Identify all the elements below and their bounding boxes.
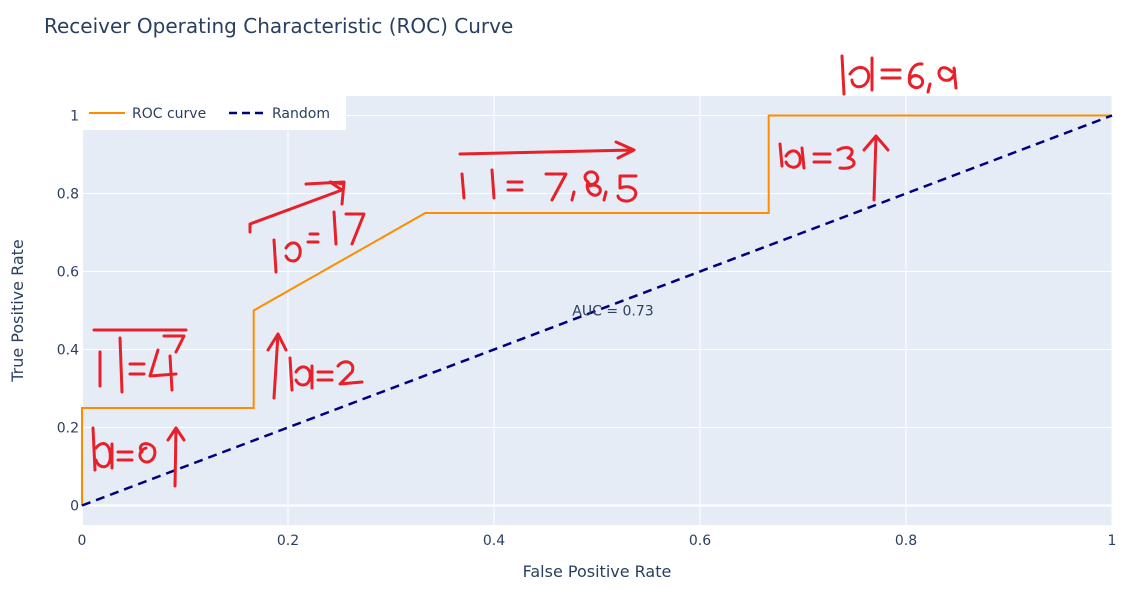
legend-label-random[interactable]: Random: [272, 106, 330, 122]
y-tick-label: 0.4: [57, 343, 79, 359]
x-tick-label: 1: [1108, 533, 1117, 549]
x-tick-label: 0.8: [895, 533, 917, 549]
series-line-roc: [81, 114, 1112, 506]
series-line-random: [81, 114, 1113, 507]
legend-box: [82, 96, 346, 130]
x-tick-label: 0.2: [277, 533, 299, 549]
y-tick-label: 0.8: [57, 187, 79, 203]
handwritten-note-id-3: [778, 134, 890, 202]
handwritten-note-id-7-8-5: [458, 140, 638, 203]
y-tick-label: 0.6: [57, 265, 79, 281]
handwritten-annotations: [91, 54, 958, 488]
x-tick-label: 0.6: [689, 533, 711, 549]
handwritten-note-id-1-7: [248, 180, 366, 274]
legend: ROC curve Random: [82, 96, 346, 130]
y-tick-label: 1: [70, 109, 79, 125]
x-tick-label: 0: [78, 533, 87, 549]
series-layer: [81, 114, 1113, 507]
handwritten-note-id-6-9: [840, 54, 958, 96]
y-tick-label: 0.2: [57, 421, 79, 437]
handwritten-note-id-0: [91, 426, 186, 488]
y-tick-label: 0: [70, 499, 79, 515]
x-tick-label: 0.4: [483, 533, 505, 549]
legend-label-roc[interactable]: ROC curve: [132, 106, 206, 122]
x-axis-title: False Positive Rate: [523, 562, 672, 581]
handwritten-note-id-2: [266, 332, 364, 400]
handwritten-note-id-4: [92, 328, 188, 394]
y-axis-title: True Positive Rate: [8, 239, 27, 383]
tick-labels: 0 0.2 0.4 0.6 0.8 1 0 0.2 0.4 0.6 0.8 1: [57, 109, 1117, 550]
auc-annotation: AUC = 0.73: [572, 304, 653, 320]
chart-title: Receiver Operating Characteristic (ROC) …: [44, 14, 513, 38]
